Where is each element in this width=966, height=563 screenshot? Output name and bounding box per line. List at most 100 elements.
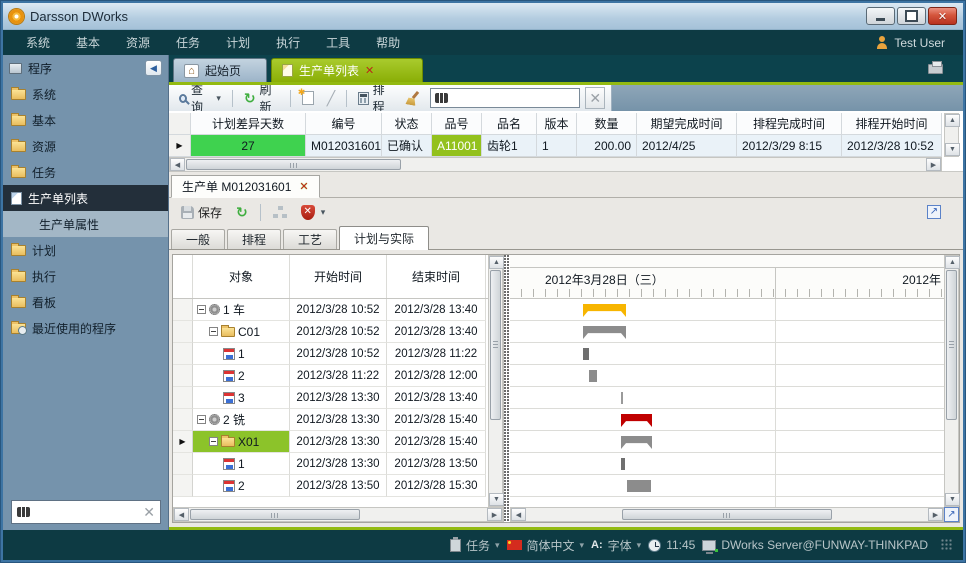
gantt-bar-c01[interactable]	[583, 326, 626, 339]
gantt-vscrollbar[interactable]: ▲ ▼	[944, 255, 960, 507]
menu-task[interactable]: 任务	[176, 36, 201, 50]
sidebar-item-production-order-list[interactable]: 生产单列表	[3, 185, 168, 211]
scroll-down-icon[interactable]: ▼	[945, 493, 960, 506]
sidebar-item-resource[interactable]: 资源	[3, 133, 168, 159]
sidebar-item-basic[interactable]: 基本	[3, 107, 168, 133]
sidebar-item-recent-programs[interactable]: 最近使用的程序	[3, 315, 168, 341]
tree-row-machine-1[interactable]: 1 车 2012/3/28 10:52 2012/3/28 13:40	[173, 299, 488, 321]
gantt-bar-machine-1[interactable]	[583, 304, 626, 317]
tree-gantt-splitter[interactable]	[504, 255, 510, 522]
col-status[interactable]: 状态	[382, 113, 432, 135]
sidebar-item-kanban[interactable]: 看板	[3, 289, 168, 315]
col-item-name[interactable]: 品名	[482, 113, 537, 135]
collapse-toggle[interactable]	[209, 327, 218, 336]
list-search-clear-button[interactable]	[585, 87, 605, 109]
scroll-up-icon[interactable]: ▲	[945, 114, 960, 127]
query-button[interactable]: 查询	[175, 79, 225, 117]
subtab-process[interactable]: 工艺	[283, 229, 338, 249]
grid-data-row[interactable]: 27 M012031601 已确认 A11001 齿轮1 1 200.00 20…	[169, 135, 942, 157]
tree-row-op1b[interactable]: 1 2012/3/28 13:30 2012/3/28 13:50	[173, 453, 488, 475]
gantt-bar-op2b[interactable]	[627, 480, 651, 492]
subtab-plan-vs-actual[interactable]: 计划与实际	[339, 226, 430, 250]
sidebar-collapse-button[interactable]	[145, 60, 162, 76]
tree-hscrollbar[interactable]: ◀ ▶	[173, 507, 503, 522]
col-code[interactable]: 编号	[306, 113, 382, 135]
clean-button[interactable]	[402, 89, 425, 107]
tab-start-page[interactable]: 起始页	[173, 58, 267, 82]
save-button[interactable]: 保存	[177, 202, 226, 223]
scroll-down-icon[interactable]: ▼	[489, 493, 504, 506]
gantt-bar-op3[interactable]	[621, 392, 623, 404]
tree-row-op1[interactable]: 1 2012/3/28 10:52 2012/3/28 11:22	[173, 343, 488, 365]
hierarchy-button[interactable]	[269, 204, 291, 220]
sidebar-item-task[interactable]: 任务	[3, 159, 168, 185]
gantt-bar-op1b[interactable]	[621, 458, 625, 470]
menu-tools[interactable]: 工具	[326, 36, 351, 50]
refresh-button[interactable]: 刷新	[240, 79, 283, 117]
validate-button[interactable]	[297, 203, 330, 222]
col-sched-start[interactable]: 排程开始时间	[842, 113, 942, 135]
scroll-right-icon[interactable]: ▶	[928, 508, 943, 521]
grid-vscrollbar[interactable]: ▲ ▼	[944, 113, 960, 157]
close-button[interactable]	[928, 7, 957, 25]
sidebar-item-system[interactable]: 系统	[3, 81, 168, 107]
sidebar-search-clear-icon[interactable]	[143, 504, 155, 521]
detail-tab-production-order[interactable]: 生产单 M012031601	[171, 175, 320, 198]
minimize-button[interactable]	[866, 7, 895, 25]
col-expected-finish[interactable]: 期望完成时间	[637, 113, 737, 135]
col-plan-diff-days[interactable]: 计划差异天数	[191, 113, 306, 135]
menu-system[interactable]: 系统	[26, 36, 51, 50]
resize-grip[interactable]	[941, 539, 953, 551]
tree-row-op3[interactable]: 3 2012/3/28 13:30 2012/3/28 13:40	[173, 387, 488, 409]
collapse-toggle[interactable]	[197, 415, 206, 424]
gantt-bar-machine-2[interactable]	[621, 414, 652, 427]
gantt-bar-op1[interactable]	[583, 348, 589, 360]
menu-resource[interactable]: 资源	[126, 36, 151, 50]
status-font-selector[interactable]: 字体	[591, 537, 641, 554]
tree-row-op2[interactable]: 2 2012/3/28 11:22 2012/3/28 12:00	[173, 365, 488, 387]
status-task-selector[interactable]: 任务	[449, 536, 500, 554]
subtab-general[interactable]: 一般	[171, 229, 226, 249]
sidebar-item-execute[interactable]: 执行	[3, 263, 168, 289]
col-sched-finish[interactable]: 排程完成时间	[737, 113, 842, 135]
gantt-hscrollbar[interactable]: ◀ ▶	[510, 507, 944, 522]
collapse-toggle[interactable]	[197, 305, 206, 314]
col-item-no[interactable]: 品号	[432, 113, 482, 135]
scroll-right-icon[interactable]: ▶	[487, 508, 502, 521]
edit-button[interactable]	[323, 88, 339, 109]
tree-row-c01[interactable]: C01 2012/3/28 10:52 2012/3/28 13:40	[173, 321, 488, 343]
tab-production-order-list[interactable]: 生产单列表	[271, 58, 423, 82]
tree-row-machine-2[interactable]: 2 铣 2012/3/28 13:30 2012/3/28 15:40	[173, 409, 488, 431]
scroll-left-icon[interactable]: ◀	[511, 508, 526, 521]
col-quantity[interactable]: 数量	[577, 113, 637, 135]
scroll-up-icon[interactable]: ▲	[945, 256, 960, 269]
scroll-up-icon[interactable]: ▲	[489, 256, 504, 269]
new-button[interactable]	[298, 87, 318, 107]
tree-row-x01-selected[interactable]: X01 2012/3/28 13:30 2012/3/28 15:40	[173, 431, 488, 453]
gantt-bar-op2[interactable]	[589, 370, 597, 382]
open-external-icon[interactable]	[927, 205, 941, 219]
sidebar-search-input[interactable]	[35, 505, 139, 519]
sidebar-item-production-order-props[interactable]: 生产单属性	[3, 211, 168, 237]
schedule-button[interactable]: 排程	[354, 79, 397, 117]
menu-execute[interactable]: 执行	[276, 36, 301, 50]
collapse-toggle[interactable]	[209, 437, 218, 446]
detail-refresh-button[interactable]	[232, 204, 252, 220]
col-version[interactable]: 版本	[537, 113, 577, 135]
printer-icon[interactable]	[928, 61, 943, 74]
tab-close-icon[interactable]	[365, 64, 374, 77]
maximize-button[interactable]	[897, 7, 926, 25]
subtab-schedule[interactable]: 排程	[227, 229, 282, 249]
gantt-open-external-icon[interactable]	[944, 507, 959, 522]
detail-tab-close-icon[interactable]	[299, 180, 308, 193]
current-user[interactable]: Test User	[875, 36, 953, 50]
menu-plan[interactable]: 计划	[226, 36, 251, 50]
scroll-right-icon[interactable]: ▶	[926, 158, 941, 171]
sidebar-item-plan[interactable]: 计划	[3, 237, 168, 263]
menu-basic[interactable]: 基本	[76, 36, 101, 50]
scroll-left-icon[interactable]: ◀	[170, 158, 185, 171]
scroll-left-icon[interactable]: ◀	[174, 508, 189, 521]
grid-hscrollbar[interactable]: ◀ ▶	[169, 157, 942, 172]
menu-help[interactable]: 帮助	[376, 36, 401, 50]
list-search-input[interactable]	[452, 91, 576, 105]
